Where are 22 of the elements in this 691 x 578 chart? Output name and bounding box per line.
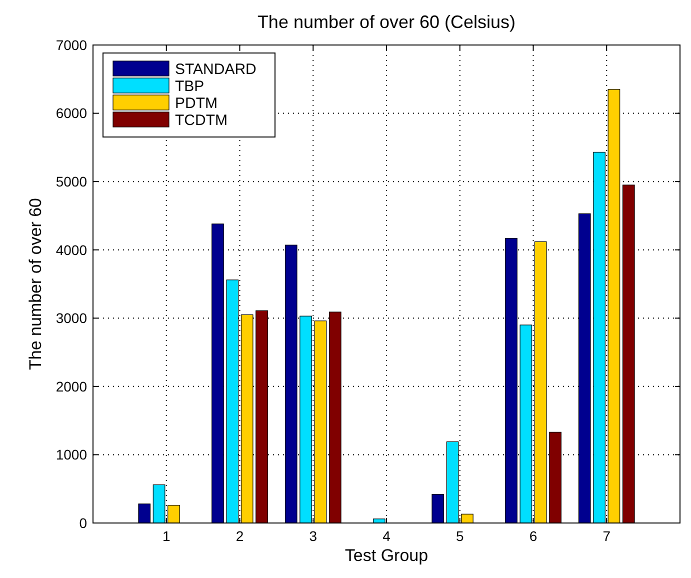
legend-label: TCDTM <box>175 112 228 129</box>
y-tick-label: 2000 <box>56 378 88 394</box>
legend-label: STANDARD <box>175 60 257 78</box>
x-tick-label: 7 <box>602 528 611 544</box>
y-tick-label: 5000 <box>56 173 88 190</box>
y-tick-label: 7000 <box>56 36 88 53</box>
y-tick-label: 4000 <box>56 242 88 258</box>
x-tick-label: 3 <box>309 528 318 544</box>
x-tick-label: 1 <box>162 528 170 544</box>
y-tick-label: 6000 <box>56 105 88 122</box>
legend-label: PDTM <box>175 94 218 112</box>
y-axis-title: The number of over 60 <box>26 198 45 370</box>
legend-label: TBP <box>175 78 204 95</box>
x-tick-label: 6 <box>529 528 538 544</box>
chart-title: The number of over 60 (Celsius) <box>257 12 516 32</box>
x-axis-title: Test Group <box>344 546 428 565</box>
x-tick-label: 2 <box>236 528 244 544</box>
y-tick-label: 1000 <box>56 446 88 463</box>
x-tick-label: 5 <box>456 528 464 544</box>
y-tick-label: 3000 <box>56 310 88 326</box>
y-tick-label: 0 <box>79 514 88 531</box>
x-tick-label: 4 <box>382 528 391 544</box>
